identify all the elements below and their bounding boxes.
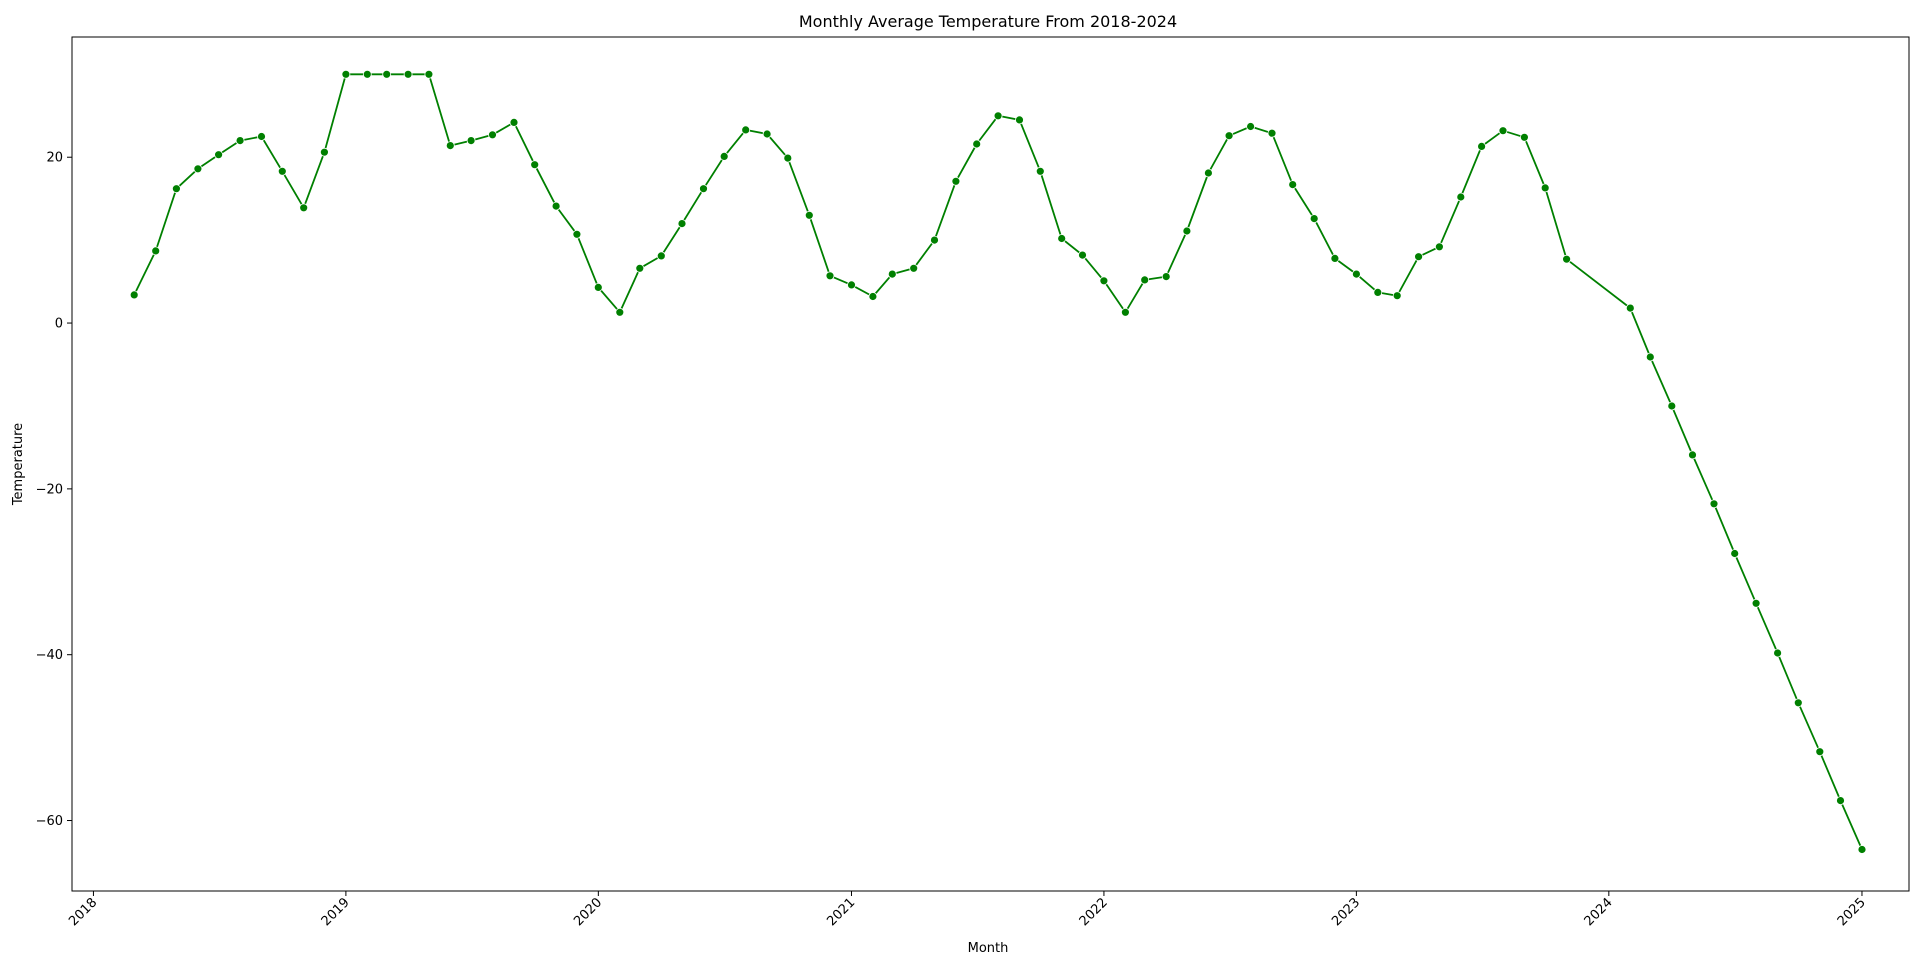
data-point: [741, 125, 751, 135]
data-point: [509, 118, 519, 127]
data-point: [235, 136, 245, 146]
data-point: [930, 235, 939, 245]
data-point: [1224, 131, 1234, 141]
data-point: [1414, 252, 1423, 262]
data-point: [783, 153, 793, 163]
data-point: [993, 111, 1003, 121]
data-point: [1099, 276, 1109, 286]
data-point: [972, 139, 982, 149]
data-point: [1477, 141, 1486, 151]
x-axis-label: Month: [968, 941, 1009, 956]
data-point: [488, 130, 497, 140]
y-axis-label: Temperature: [11, 423, 26, 506]
data-point: [466, 136, 476, 146]
data-point: [193, 164, 203, 174]
data-point: [1330, 253, 1340, 263]
data-point: [1645, 352, 1655, 362]
data-point: [615, 307, 625, 317]
data-point: [1057, 234, 1067, 243]
data-point: [1246, 122, 1255, 131]
data-point: [1182, 226, 1192, 236]
data-point: [257, 132, 266, 141]
data-point: [1078, 250, 1087, 260]
data-point: [214, 150, 224, 160]
y-tick-label: −60: [36, 814, 63, 829]
data-point: [1562, 254, 1571, 264]
data-point: [593, 282, 603, 292]
data-point: [1688, 450, 1697, 460]
data-point: [1625, 303, 1635, 313]
data-point: [572, 229, 582, 239]
data-point: [868, 292, 878, 301]
data-point: [656, 251, 666, 261]
data-point: [1140, 275, 1150, 285]
plot-frame: [71, 36, 1910, 892]
data-point: [1035, 166, 1045, 176]
data-point: [1815, 747, 1825, 757]
data-point: [319, 147, 329, 157]
data-point: [1793, 698, 1803, 708]
data-point: [277, 166, 287, 176]
data-point: [551, 201, 561, 211]
data-point: [804, 210, 814, 220]
data-point: [299, 203, 309, 213]
data-point: [1121, 307, 1130, 317]
data-point: [1288, 180, 1298, 190]
data-point: [1520, 132, 1529, 142]
data-point: [171, 184, 181, 194]
data-point: [1456, 192, 1466, 202]
data-point: [1730, 549, 1740, 558]
data-point: [762, 129, 772, 139]
data-point: [1392, 291, 1402, 301]
data-point: [1836, 796, 1845, 805]
data-point: [445, 141, 455, 151]
data-point: [887, 269, 897, 279]
data-point: [1709, 499, 1719, 509]
data-point: [424, 69, 434, 79]
data-point: [1161, 272, 1171, 282]
data-point: [825, 271, 835, 281]
data-point: [1773, 648, 1782, 658]
data-point: [1352, 269, 1361, 279]
data-point: [719, 151, 729, 161]
chart-title: Monthly Average Temperature From 2018-20…: [799, 12, 1177, 31]
data-point: [1309, 214, 1319, 224]
data-point: [1204, 168, 1213, 178]
data-point: [1015, 115, 1024, 125]
data-point: [847, 280, 856, 290]
data-point: [1751, 598, 1761, 608]
data-point: [151, 246, 161, 256]
data-point: [129, 290, 139, 300]
data-point: [1267, 128, 1277, 138]
data-point: [1540, 183, 1550, 193]
data-point: [1857, 845, 1867, 854]
data-point: [909, 263, 919, 273]
data-point: [1667, 401, 1677, 411]
data-point: [403, 69, 413, 79]
data-point: [362, 69, 372, 79]
y-tick-label: 20: [46, 151, 63, 166]
data-point: [382, 69, 392, 79]
data-point: [1498, 126, 1508, 136]
y-tick-label: −20: [36, 482, 63, 497]
data-point: [951, 176, 961, 186]
data-point: [635, 263, 645, 273]
y-tick-label: 0: [55, 317, 63, 332]
data-point: [699, 184, 708, 194]
data-point: [1435, 242, 1444, 252]
data-point: [341, 69, 351, 79]
data-point: [677, 219, 687, 229]
data-point: [1373, 287, 1383, 297]
data-point: [530, 160, 540, 170]
y-tick-label: −40: [36, 648, 63, 663]
